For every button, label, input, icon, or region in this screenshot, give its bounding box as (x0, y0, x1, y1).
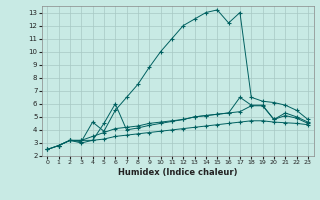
X-axis label: Humidex (Indice chaleur): Humidex (Indice chaleur) (118, 168, 237, 177)
